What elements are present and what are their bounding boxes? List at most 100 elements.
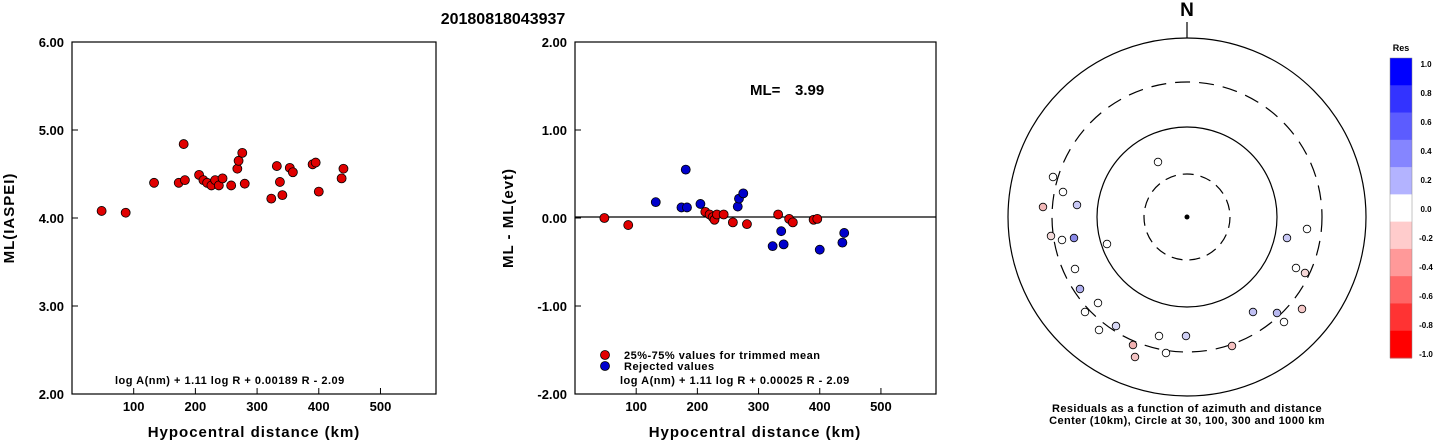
x-tick-label: 200 <box>687 399 709 414</box>
station-marker <box>1046 231 1056 241</box>
colorbar-title: Res <box>1393 43 1410 53</box>
data-point <box>778 239 789 250</box>
data-point <box>313 186 324 197</box>
data-point <box>178 139 189 149</box>
station-marker <box>1075 284 1085 294</box>
data-point <box>277 190 288 201</box>
data-point <box>310 157 321 168</box>
colorbar-label: 0.6 <box>1420 118 1432 127</box>
x-tick-label: 400 <box>308 399 330 414</box>
colorbar-label: -0.8 <box>1419 321 1433 330</box>
y-tick-label: 0.00 <box>542 211 567 226</box>
data-point <box>336 173 347 184</box>
data-point <box>232 163 243 174</box>
colorbar-swatch <box>1390 303 1412 332</box>
station-marker <box>1058 187 1068 197</box>
colorbar-label: 1.0 <box>1420 60 1432 69</box>
x-tick-label: 300 <box>246 399 268 414</box>
colorbar-label: -1.0 <box>1419 350 1433 359</box>
colorbar-label: -0.4 <box>1419 263 1433 272</box>
data-point <box>275 177 285 187</box>
y-tick-label: 6.00 <box>39 35 64 50</box>
colorbar-swatches: 1.0 0.8 0.6 0.4 0.2 0.0 -0.2 -0.4 -0.6 -0.8 -1.0 <box>1389 57 1433 359</box>
station-marker <box>1291 263 1301 273</box>
colorbar-swatch <box>1390 85 1412 114</box>
event-magnitude-label: ML= <box>750 82 781 99</box>
legend-rejected-label: Rejected values <box>624 361 715 373</box>
data-point <box>623 220 634 230</box>
x-tick-label: 500 <box>370 399 392 414</box>
data-point <box>727 217 738 228</box>
data-point <box>742 219 752 230</box>
data-point <box>599 213 610 223</box>
data-point <box>266 193 277 204</box>
data-point <box>776 226 787 237</box>
colorbar-swatch <box>1390 194 1412 223</box>
y-tick-label: -1.00 <box>537 299 567 314</box>
station-marker <box>1227 341 1237 351</box>
data-point <box>237 147 248 158</box>
colorbar-swatch <box>1390 167 1412 195</box>
x-axis-label: Hypocentral distance (km) <box>649 424 862 441</box>
y-tick-label: -2.00 <box>537 387 567 402</box>
station-marker <box>1128 340 1138 350</box>
event-magnitude-value: 3.99 <box>795 82 824 99</box>
colorbar-swatch <box>1390 221 1412 250</box>
station-marker <box>1153 157 1163 167</box>
x-tick-label: 200 <box>185 399 207 414</box>
data-point <box>96 206 107 216</box>
station-marker <box>1248 307 1258 317</box>
data-point <box>738 188 749 199</box>
data-point <box>120 207 131 218</box>
legend-trimmed-label: 25%-75% values for trimmed mean <box>624 350 820 362</box>
colorbar-swatch <box>1390 112 1412 141</box>
station-marker <box>1038 202 1048 212</box>
azimuth-residual-map: N Residuals as a function of azimuth and… <box>1007 0 1367 427</box>
map-caption-line-2: Center (10km), Circle at 30, 100, 300 an… <box>1049 415 1325 427</box>
north-label: N <box>1180 0 1194 21</box>
residual-colorbar: Res 1.0 0.8 0.6 0.4 0.2 0.0 -0.2 -0.4 -0.6 -0.8 -1… <box>1389 43 1433 359</box>
colorbar-label: -0.6 <box>1419 292 1433 301</box>
y-tick-label: 2.00 <box>39 387 64 402</box>
station-marker <box>1181 331 1191 341</box>
x-axis-label: Hypocentral distance (km) <box>148 424 361 441</box>
y-tick-label: 2.00 <box>542 35 567 50</box>
station-marker <box>1297 304 1307 314</box>
data-point <box>732 201 743 212</box>
station-marker <box>1300 268 1310 278</box>
station-marker <box>1161 348 1171 358</box>
data-point <box>271 161 282 171</box>
data-point <box>695 199 706 209</box>
ring-300km <box>1051 81 1323 353</box>
colorbar-label: 0.2 <box>1420 176 1432 185</box>
colorbar-swatch <box>1390 248 1412 277</box>
residual-distance-chart: 100 200 300 400 500 -2.00 -1.00 0.00 1.00 2.00 Hy… <box>500 35 937 441</box>
x-tick-label: 500 <box>870 399 892 414</box>
y-axis-label: ML(IASPEI) <box>1 173 18 264</box>
colorbar-swatch <box>1390 139 1412 168</box>
station-markers <box>1038 157 1312 362</box>
station-marker <box>1111 321 1121 331</box>
plot-frame <box>71 41 437 395</box>
figure-title: 20180818043937 <box>441 11 566 28</box>
data-point <box>226 180 237 191</box>
legend-marker-trimmed <box>600 350 610 360</box>
station-marker <box>1057 235 1067 245</box>
formula-label: log A(nm) + 1.11 log R + 0.00189 R - 2.0… <box>115 375 345 387</box>
station-marker <box>1094 325 1104 335</box>
data-point <box>149 177 159 188</box>
station-marker <box>1093 298 1103 308</box>
data-point <box>682 202 692 213</box>
data-point <box>217 173 228 184</box>
data-point <box>650 197 661 208</box>
colorbar-outline <box>1389 57 1413 359</box>
data-point <box>773 209 784 220</box>
ring-30km <box>1143 173 1231 261</box>
colorbar-label: 0.4 <box>1420 147 1432 156</box>
y-tick-label: 4.00 <box>39 211 64 226</box>
axis-ticks: 100 200 300 400 500 -2.00 -1.00 0.00 1.00 2.00 <box>537 35 891 414</box>
x-tick-label: 100 <box>123 399 145 414</box>
formula-label: log A(nm) + 1.11 log R + 0.00025 R - 2.0… <box>620 375 850 387</box>
x-tick-label: 400 <box>809 399 831 414</box>
